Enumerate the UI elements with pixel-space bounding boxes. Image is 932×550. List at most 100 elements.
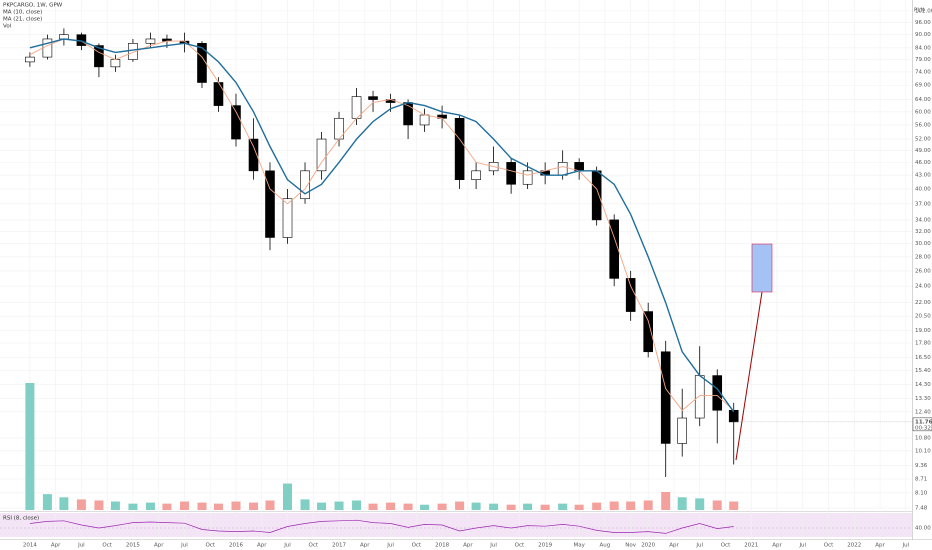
volume-bar (661, 492, 671, 510)
x-tick-label: Oct (205, 543, 215, 549)
x-tick-label: Apr (669, 543, 679, 549)
x-tick-label: May (573, 543, 585, 549)
volume-bar (368, 503, 378, 510)
candle-body (110, 59, 121, 68)
moving-average (29, 38, 734, 411)
candle-body (643, 311, 653, 353)
y-tick-label: 19.00 (915, 328, 931, 334)
y-tick-label: 7.48 (915, 505, 928, 511)
volume-bar (59, 497, 69, 510)
volume-bar (609, 501, 619, 510)
x-tick-label: Oct (102, 543, 112, 549)
volume-bar (283, 483, 293, 510)
x-tick-label: 2020 (641, 543, 655, 549)
x-tick-label: Apr (772, 543, 782, 549)
volume-bar (420, 504, 430, 510)
volume-bar (25, 383, 35, 510)
drawn-trend-line (735, 291, 763, 461)
marks (0, 28, 932, 534)
volume-bar (471, 502, 481, 510)
y-tick-label: 20.50 (915, 314, 931, 320)
volume-bar (162, 503, 172, 510)
candle-body (197, 43, 207, 83)
candle-body (454, 117, 465, 180)
y-tick-label: 46.00 (915, 160, 931, 166)
x-tick-label: Apr (154, 543, 164, 549)
volume-bar (695, 498, 705, 510)
volume-bar (558, 503, 568, 510)
volume-bar (626, 501, 636, 510)
candle-body (506, 162, 516, 185)
volume-bar (540, 504, 550, 510)
candle-body (471, 170, 481, 180)
candle-body (522, 170, 533, 185)
candle-body (368, 96, 378, 100)
y-tick-label: 14.30 (915, 382, 931, 388)
x-tick-label: Jul (695, 543, 703, 549)
volume-bar (677, 497, 687, 510)
y-tick-label: 79.00 (915, 57, 931, 63)
x-tick-label: Oct (515, 543, 525, 549)
candle-body (660, 351, 671, 444)
volume-bar (334, 501, 344, 510)
y-tick-label: 90.00 (915, 32, 931, 38)
x-tick-label: 2021 (744, 543, 758, 549)
drawn-target-box (751, 243, 773, 293)
candle-body (94, 45, 104, 68)
volume-bar (110, 501, 120, 510)
x-tick-label: Jul (77, 543, 85, 549)
y-tick-label: 43.00 (915, 173, 931, 179)
candle-body (145, 38, 156, 44)
candle-body (694, 375, 705, 419)
rsi-line (29, 519, 734, 534)
volume-bar (712, 500, 722, 510)
candle-body (591, 170, 602, 221)
x-tick-label: Jul (386, 543, 394, 549)
y-tick-label: 24.00 (915, 284, 931, 290)
volume-bar (76, 499, 86, 510)
moving-average (29, 38, 735, 413)
x-tick-label: Oct (824, 543, 834, 549)
volume-bar (643, 500, 653, 510)
y-tick-label: 52.00 (915, 137, 931, 143)
x-tick-label: 2022 (847, 543, 861, 549)
x-tick-label: 2017 (332, 543, 346, 549)
candle-body (213, 82, 224, 106)
y-tick-label: 69.00 (915, 83, 931, 89)
x-tick-label: Oct (309, 543, 319, 549)
volume-bar (317, 502, 327, 510)
volume-bar (352, 500, 362, 510)
candle-body (25, 56, 35, 63)
y-tick-label: 10.80 (915, 436, 931, 442)
x-tick-label: Apr (875, 543, 885, 549)
candle-body (128, 43, 138, 60)
volume-bar (128, 503, 138, 510)
countdown: 00:32:08 (915, 425, 932, 431)
x-tick-label: Nov (625, 543, 636, 549)
y-tick-label: 10.10 (915, 448, 931, 454)
legend-title: PKPCARGO, 1W, GPW (3, 3, 63, 9)
volume-bar (386, 502, 396, 510)
legend-ma10: MA (10, close) (3, 10, 42, 16)
rsi-tick-label: 40.00 (915, 526, 931, 532)
candle-body (300, 170, 310, 200)
candle-body (265, 170, 275, 238)
volume-bar (574, 504, 584, 510)
y-tick-label: 37.00 (915, 201, 931, 207)
volume-bar (455, 501, 465, 510)
legend-vol: Vol (3, 24, 12, 30)
candle-body (316, 138, 327, 172)
y-tick-label: 40.00 (915, 186, 931, 192)
volume-bar (145, 502, 155, 510)
y-tick-label: 8.10 (915, 490, 928, 496)
x-tick-label: 2015 (126, 543, 140, 549)
candle-body (419, 114, 430, 126)
x-tick-label: Jul (180, 543, 188, 549)
x-tick-label: Jul (489, 543, 497, 549)
x-tick-label: Oct (721, 543, 731, 549)
y-tick-label: 84.00 (915, 45, 931, 51)
x-tick-label: Apr (463, 543, 473, 549)
volume-bar (265, 500, 275, 510)
volume-bar (592, 502, 602, 510)
